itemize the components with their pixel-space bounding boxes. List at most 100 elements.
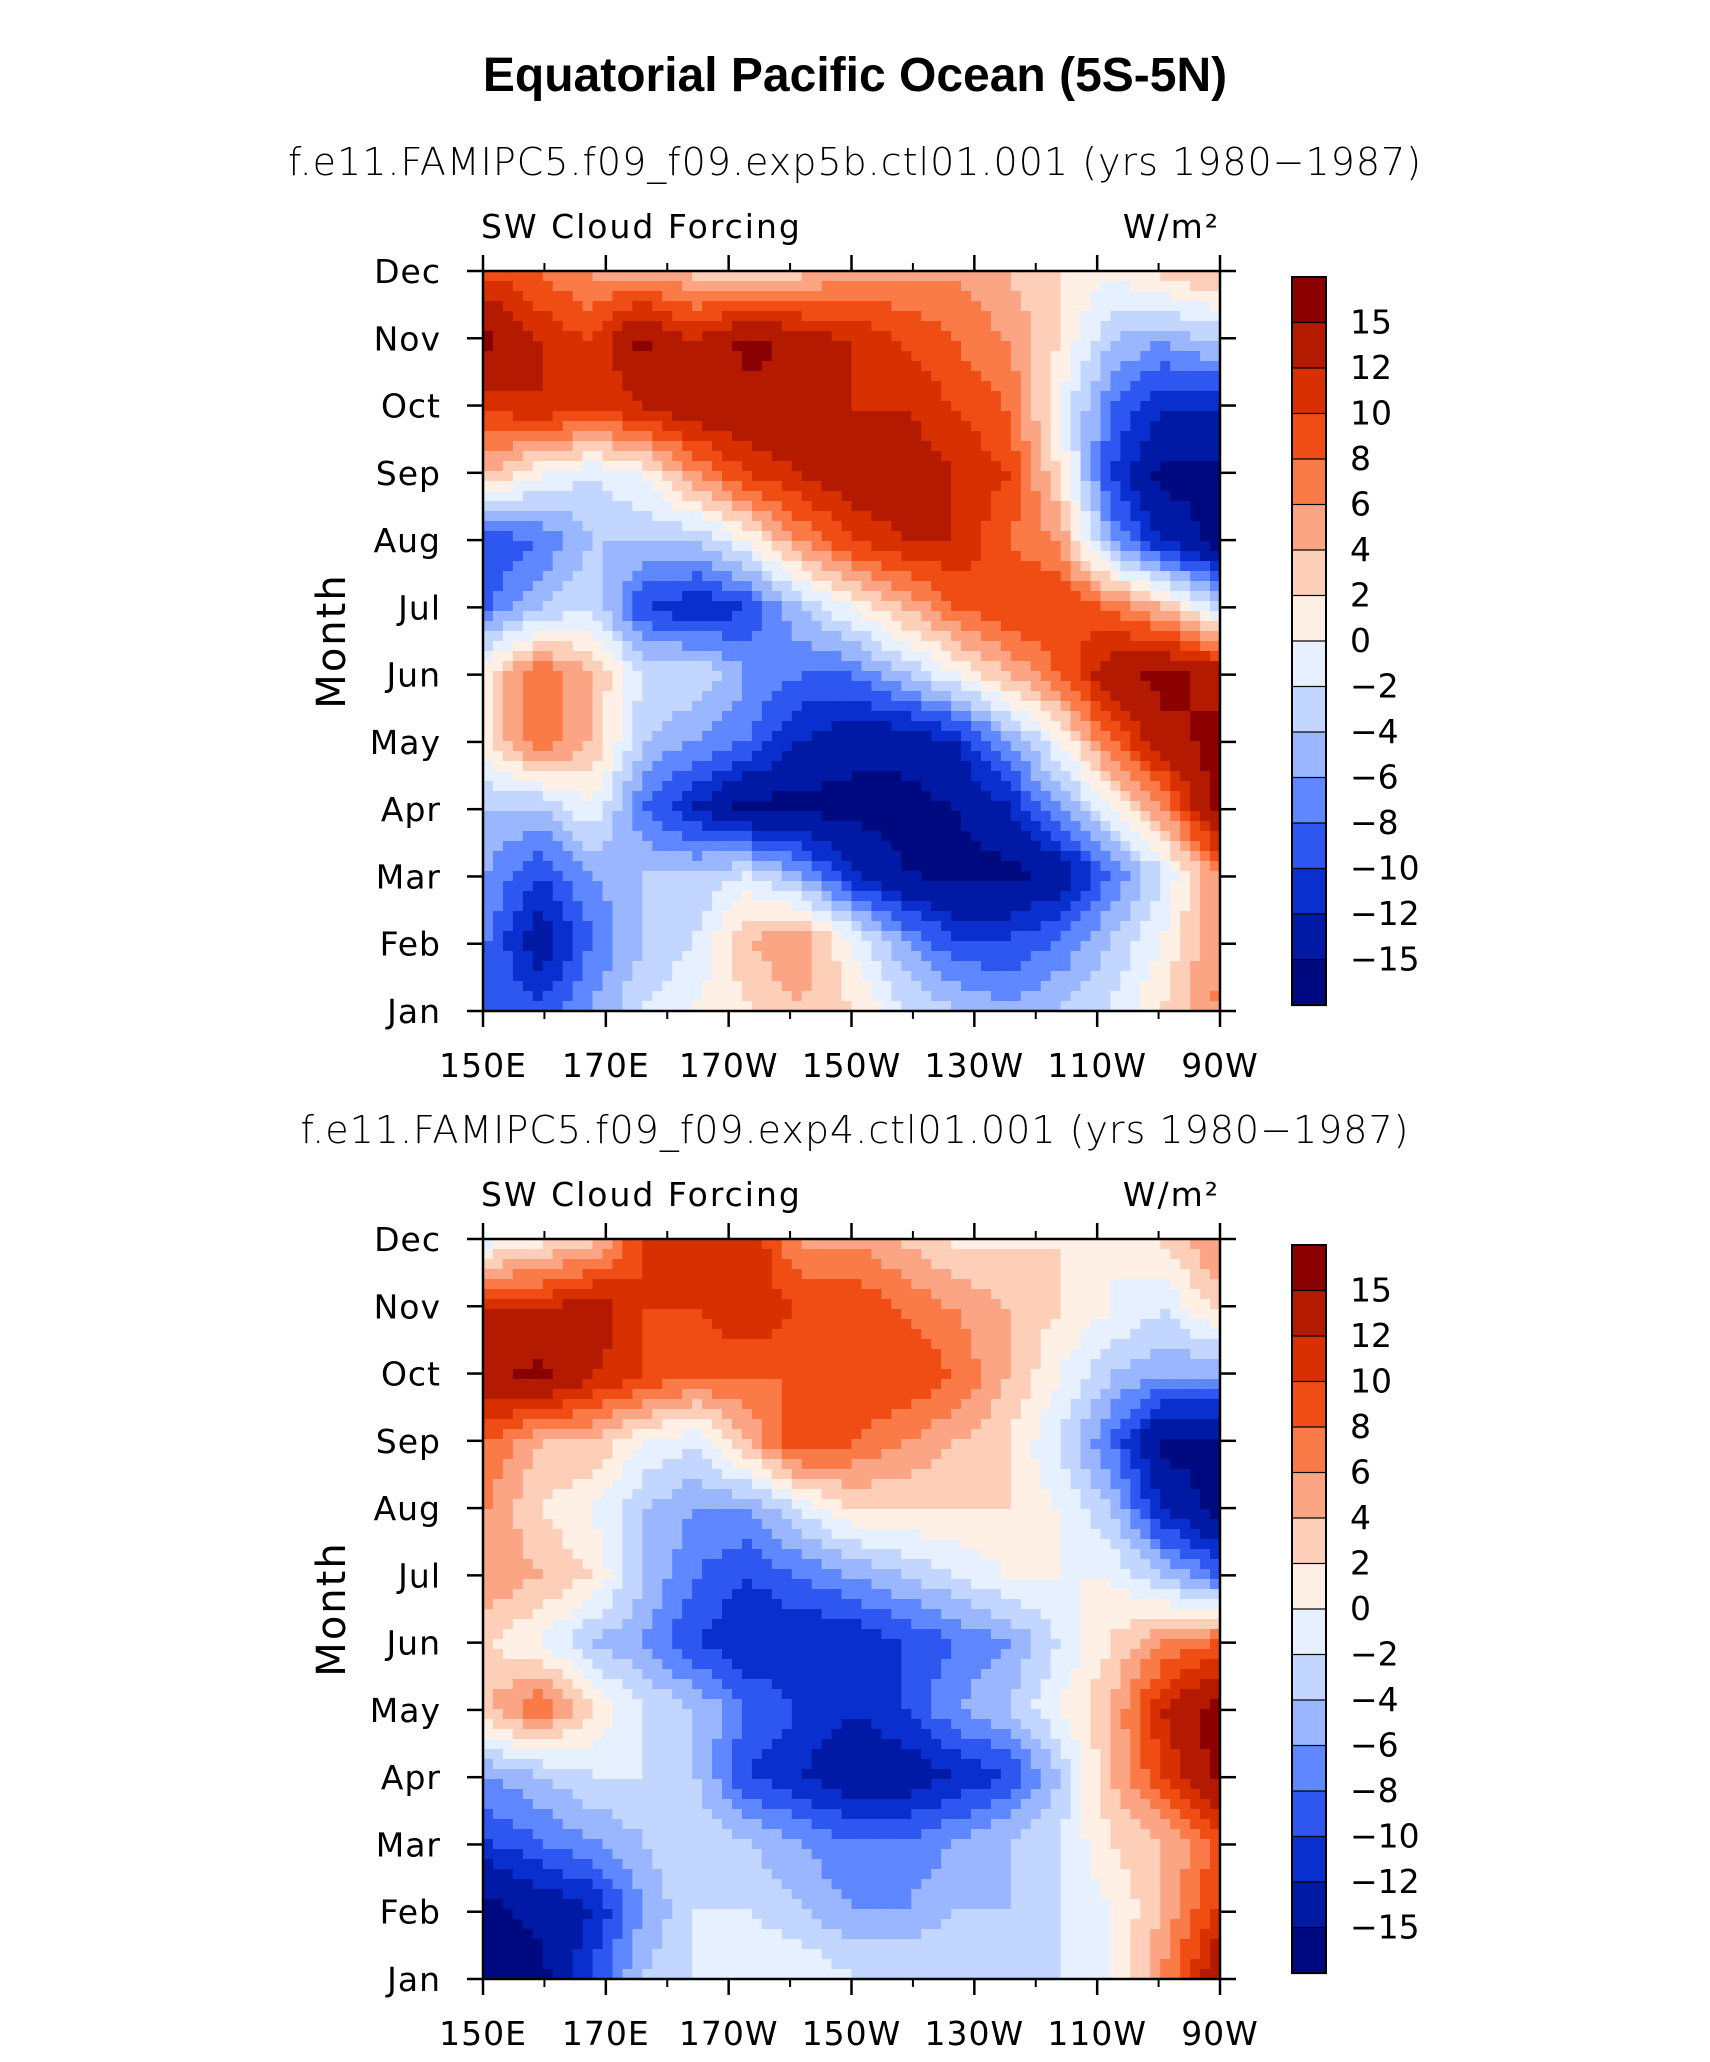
contour-cell [483, 851, 494, 862]
contour-cell [1180, 491, 1191, 502]
contour-cell [811, 891, 823, 902]
contour-cell [1020, 371, 1032, 382]
contour-cell [971, 781, 982, 792]
contour-cell [881, 861, 892, 872]
contour-cell [1190, 731, 1201, 742]
contour-cell [1070, 611, 1082, 622]
contour-cell [562, 641, 574, 652]
contour-cell [712, 481, 723, 492]
contour-cell [931, 791, 942, 802]
contour-cell [901, 291, 912, 302]
contour-cell [702, 761, 713, 772]
contour-cell [1050, 271, 1062, 282]
contour-cell [931, 491, 942, 502]
contour-cell [672, 781, 683, 792]
contour-cell [692, 751, 703, 762]
contour-cell [891, 571, 902, 582]
contour-cell [572, 391, 584, 402]
contour-cell [552, 821, 564, 832]
contour-cell [821, 721, 833, 732]
contour-cell [592, 321, 604, 332]
contour-cell [851, 841, 863, 852]
contour-cell [542, 851, 554, 862]
contour-cell [901, 591, 912, 602]
contour-cell [612, 391, 624, 402]
contour-cell [941, 721, 952, 732]
contour-cell [821, 441, 833, 452]
contour-cell [602, 661, 614, 672]
contour-cell [891, 471, 902, 482]
contour-cell [592, 841, 604, 852]
contour-cell [532, 641, 544, 652]
contour-cell [1090, 541, 1102, 552]
contour-cell [672, 541, 683, 552]
contour-cell [931, 601, 942, 612]
contour-cell [831, 931, 843, 942]
contour-cell [483, 561, 494, 572]
contour-cell [1030, 661, 1042, 672]
contour-cell [821, 371, 833, 382]
contour-cell [1210, 481, 1221, 492]
contour-cell [941, 681, 952, 692]
contour-cell [771, 841, 783, 852]
contour-cell [941, 401, 952, 412]
contour-cell [990, 271, 1002, 282]
contour-cell [951, 511, 962, 522]
contour-cell [1030, 721, 1042, 732]
contour-cell [1190, 321, 1201, 332]
contour-cell [492, 531, 504, 542]
contour-cell [1040, 831, 1052, 842]
contour-cell [582, 531, 594, 542]
contour-cell [841, 521, 853, 532]
contour-cell [761, 691, 773, 702]
contour-cell [761, 611, 773, 622]
contour-cell [672, 491, 683, 502]
contour-cell [1150, 291, 1161, 302]
contour-cell [1040, 641, 1052, 652]
contour-cell [761, 651, 773, 662]
contour-cell [1110, 751, 1122, 762]
contour-cell [1010, 581, 1022, 592]
contour-cell [522, 761, 534, 772]
contour-cell [811, 301, 823, 312]
contour-cell [1010, 781, 1022, 792]
contour-cell [911, 791, 922, 802]
contour-cell [1130, 911, 1141, 922]
contour-cell [722, 901, 733, 912]
contour-cell [682, 391, 693, 402]
contour-cell [971, 801, 982, 812]
contour-cell [1020, 451, 1032, 462]
contour-cell [602, 731, 614, 742]
contour-cell [672, 901, 683, 912]
contour-cell [1000, 491, 1012, 502]
contour-cell [861, 341, 873, 352]
contour-cell [1030, 451, 1042, 462]
contour-cell [492, 941, 504, 952]
contour-cell [1170, 841, 1181, 852]
contour-cell [831, 471, 843, 482]
contour-cell [901, 811, 912, 822]
contour-cell [1120, 821, 1131, 832]
contour-cell [1030, 931, 1042, 942]
contour-cell [1080, 721, 1092, 732]
contour-cell [1180, 411, 1191, 422]
contour-cell [1040, 901, 1052, 912]
contour-cell [1010, 501, 1022, 512]
contour-cell [532, 821, 544, 832]
contour-cell [741, 391, 753, 402]
contour-cell [971, 551, 982, 562]
contour-cell [1150, 901, 1161, 912]
contour-cell [1000, 921, 1012, 932]
contour-cell [841, 831, 853, 842]
contour-cell [1000, 481, 1012, 492]
contour-cell [552, 681, 564, 692]
contour-cell [682, 411, 693, 422]
contour-cell [622, 651, 633, 662]
contour-cell [831, 921, 843, 932]
contour-cell [712, 861, 723, 872]
contour-cell [632, 871, 643, 882]
contour-cell [1090, 461, 1102, 472]
contour-cell [582, 621, 594, 632]
contour-cell [1160, 471, 1171, 482]
contour-cell [632, 441, 643, 452]
